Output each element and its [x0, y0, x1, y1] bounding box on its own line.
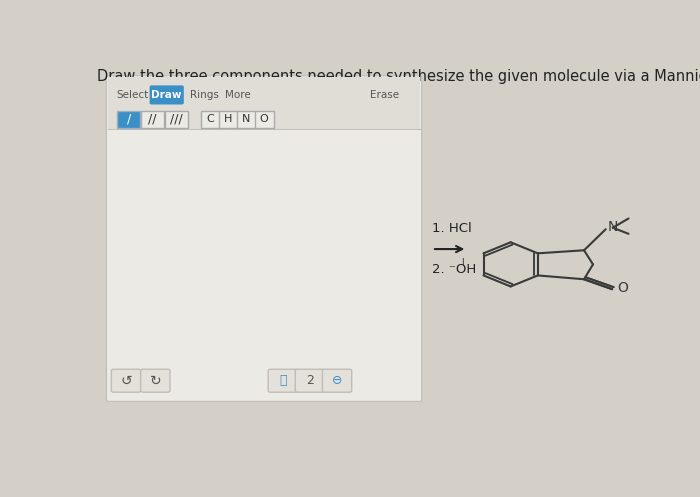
Text: 2: 2 [306, 374, 314, 387]
Text: O: O [617, 281, 629, 295]
Text: N: N [242, 114, 251, 124]
FancyBboxPatch shape [255, 111, 274, 128]
Text: C: C [206, 114, 214, 124]
FancyBboxPatch shape [165, 111, 188, 128]
Text: H: H [224, 114, 232, 124]
Text: ↺: ↺ [120, 374, 132, 388]
FancyBboxPatch shape [268, 369, 298, 392]
FancyBboxPatch shape [106, 76, 421, 402]
Text: Rings: Rings [190, 90, 219, 100]
Text: ///: /// [170, 113, 183, 126]
FancyBboxPatch shape [141, 111, 164, 128]
Text: 2. ⁻OH: 2. ⁻OH [432, 263, 476, 276]
Text: //: // [148, 113, 157, 126]
Text: 1. HCl: 1. HCl [432, 222, 472, 235]
FancyBboxPatch shape [111, 369, 141, 392]
Text: N: N [608, 220, 618, 234]
Text: Select: Select [116, 90, 148, 100]
FancyBboxPatch shape [323, 369, 351, 392]
Text: Draw the three components needed to synthesize the given molecule via a Mannich : Draw the three components needed to synt… [97, 69, 700, 84]
Text: More: More [225, 90, 251, 100]
Text: ⌕: ⌕ [279, 374, 286, 387]
FancyBboxPatch shape [141, 369, 170, 392]
Text: ⊖: ⊖ [332, 374, 342, 387]
Text: O: O [260, 114, 269, 124]
Text: /: / [127, 113, 131, 126]
Text: Draw: Draw [151, 90, 182, 100]
FancyBboxPatch shape [150, 85, 184, 104]
FancyBboxPatch shape [118, 111, 140, 128]
FancyBboxPatch shape [237, 111, 256, 128]
Text: I: I [461, 258, 463, 267]
Text: Erase: Erase [370, 90, 400, 100]
Text: ↻: ↻ [150, 374, 161, 388]
FancyBboxPatch shape [295, 369, 325, 392]
Bar [108, 77, 420, 129]
FancyBboxPatch shape [201, 111, 220, 128]
FancyBboxPatch shape [219, 111, 238, 128]
